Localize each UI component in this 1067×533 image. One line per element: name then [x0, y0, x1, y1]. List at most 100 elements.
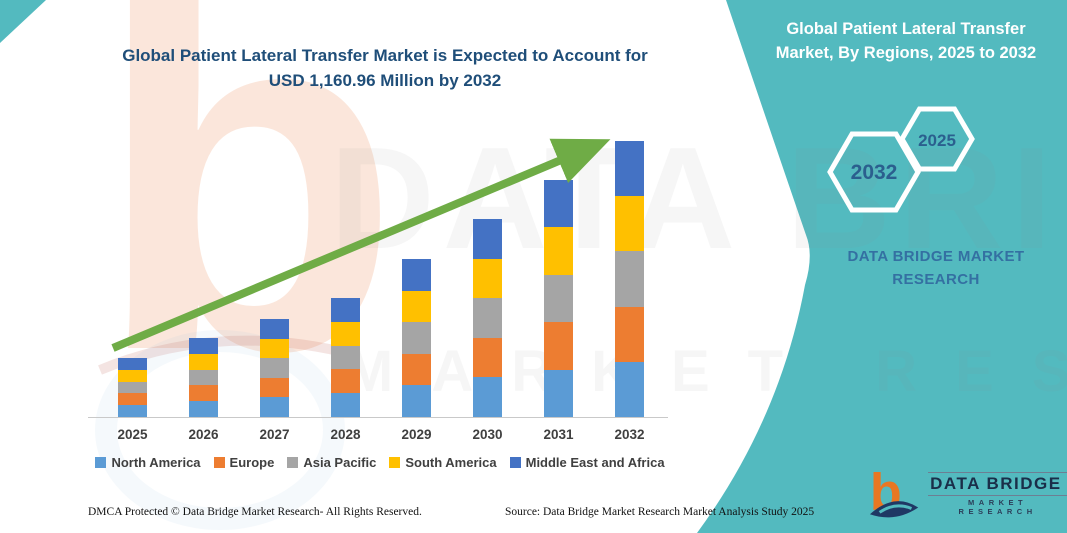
bar-segment: [544, 274, 573, 323]
stacked-bar-2031: [544, 180, 573, 417]
panel-title-line2: Market, By Regions, 2025 to 2032: [775, 43, 1037, 62]
stacked-bar-2032: [615, 141, 644, 417]
stacked-bar-2025: [118, 358, 147, 417]
bar-segment: [260, 338, 289, 359]
bar-column-2032: [594, 130, 665, 417]
bar-segment: [189, 369, 218, 386]
bar-segment: [331, 393, 360, 417]
bar-segment: [615, 251, 644, 307]
bar-segment: [118, 358, 147, 370]
bar-column-2030: [452, 130, 523, 417]
hexagon-2032-icon: [827, 131, 921, 213]
legend-label: Asia Pacific: [303, 455, 377, 470]
bar-segment: [615, 306, 644, 362]
bar-segment: [331, 345, 360, 370]
legend-label: Europe: [229, 455, 275, 470]
bar-segment: [473, 298, 502, 338]
bar-segment: [260, 319, 289, 339]
stacked-bar-2030: [473, 219, 502, 417]
x-axis-label: 2025: [117, 427, 148, 442]
x-axis-label: 2028: [330, 427, 361, 442]
legend-item: North America: [95, 455, 201, 470]
panel-title-line1: Global Patient Lateral Transfer: [786, 20, 1026, 38]
footer-dmca-text: DMCA Protected © Data Bridge Market Rese…: [88, 506, 422, 518]
hexagon-2025-label: 2025: [918, 131, 956, 150]
bar-segment: [615, 361, 644, 417]
bar-segment: [615, 196, 644, 252]
company-logo: b DATA BRIDGE MARKET RESEARCH: [868, 466, 1067, 522]
stacked-bar-2029: [402, 259, 431, 417]
logo-name: DATA BRIDGE: [928, 472, 1067, 496]
footer-source-text: Source: Data Bridge Market Research Mark…: [505, 506, 815, 518]
trend-arrow-icon: [111, 138, 611, 352]
bar-segment: [189, 353, 218, 370]
bar-segment: [260, 397, 289, 417]
legend-swatch: [509, 457, 521, 468]
bar-segment: [331, 298, 360, 322]
bar-segment: [402, 322, 431, 354]
bar-segment: [118, 393, 147, 406]
legend-item: Asia Pacific: [287, 455, 376, 470]
legend-label: South America: [405, 455, 497, 470]
x-axis-label: 2032: [614, 427, 645, 442]
bar-column-2026: [168, 130, 239, 417]
corner-triangle-accent: [0, 0, 46, 43]
data-bridge-logo-icon: b: [869, 466, 919, 521]
legend-swatch: [287, 457, 299, 468]
bar-segment: [118, 369, 147, 382]
bar-column-2031: [523, 130, 594, 417]
legend: North America Europe Asia Pacific South Ame…: [55, 455, 705, 470]
bar-segment: [544, 369, 573, 417]
stacked-bar-2026: [189, 338, 218, 417]
x-axis-label: 2031: [543, 427, 574, 442]
bar-segment: [615, 141, 644, 197]
legend-label: Middle East and Africa: [525, 455, 665, 470]
bar-segment: [544, 227, 573, 275]
bar-segment: [402, 290, 431, 323]
teal-panel-shape: [697, 0, 1067, 533]
chart-title-line2: USD 1,160.96 Million by 2032: [268, 70, 502, 90]
legend-swatch: [213, 457, 225, 468]
x-axis-line: [88, 417, 668, 418]
bar-column-2028: [310, 130, 381, 417]
bar-column-2027: [239, 130, 310, 417]
bar-segment: [473, 377, 502, 417]
bar-segment: [402, 353, 431, 386]
bar-segment: [544, 180, 573, 228]
bars: [97, 130, 665, 417]
bar-segment: [189, 385, 218, 402]
legend-item: Middle East and Africa: [509, 455, 665, 470]
x-axis-label: 2029: [401, 427, 432, 442]
bar-segment: [260, 358, 289, 378]
legend-item: Europe: [213, 455, 275, 470]
bar-segment: [473, 258, 502, 299]
chart-title: Global Patient Lateral Transfer Market i…: [60, 44, 710, 93]
logo-text-block: DATA BRIDGE MARKET RESEARCH: [928, 472, 1067, 516]
logo-subtitle: MARKET RESEARCH: [958, 498, 1037, 516]
hexagon-2032-label: 2032: [851, 161, 898, 184]
stacked-bar-2027: [260, 319, 289, 417]
bar-segment: [189, 401, 218, 417]
brand-text: DATA BRIDGE MARKET RESEARCH: [838, 245, 1034, 292]
x-axis-labels: 2025 2026 2027 2028 2029 2030 2031 2032: [97, 427, 665, 442]
x-axis-label: 2026: [188, 427, 219, 442]
bar-segment: [473, 337, 502, 378]
bar-segment: [118, 405, 147, 417]
bar-segment: [402, 385, 431, 417]
hexagon-badges: 2032 2025: [827, 106, 975, 213]
x-axis-label: 2027: [259, 427, 290, 442]
legend-label: North America: [111, 455, 201, 470]
bar-segment: [189, 338, 218, 354]
bar-segment: [331, 369, 360, 394]
legend-item: South America: [389, 455, 497, 470]
x-axis-label: 2030: [472, 427, 503, 442]
panel-title: Global Patient Lateral Transfer Market, …: [752, 18, 1060, 66]
bar-column-2029: [381, 130, 452, 417]
bar-segment: [118, 381, 147, 394]
hexagon-2025-icon: [899, 106, 975, 172]
brand-text-line1: DATA BRIDGE MARKET: [847, 248, 1025, 265]
bar-segment: [402, 259, 431, 291]
bar-segment: [544, 322, 573, 370]
